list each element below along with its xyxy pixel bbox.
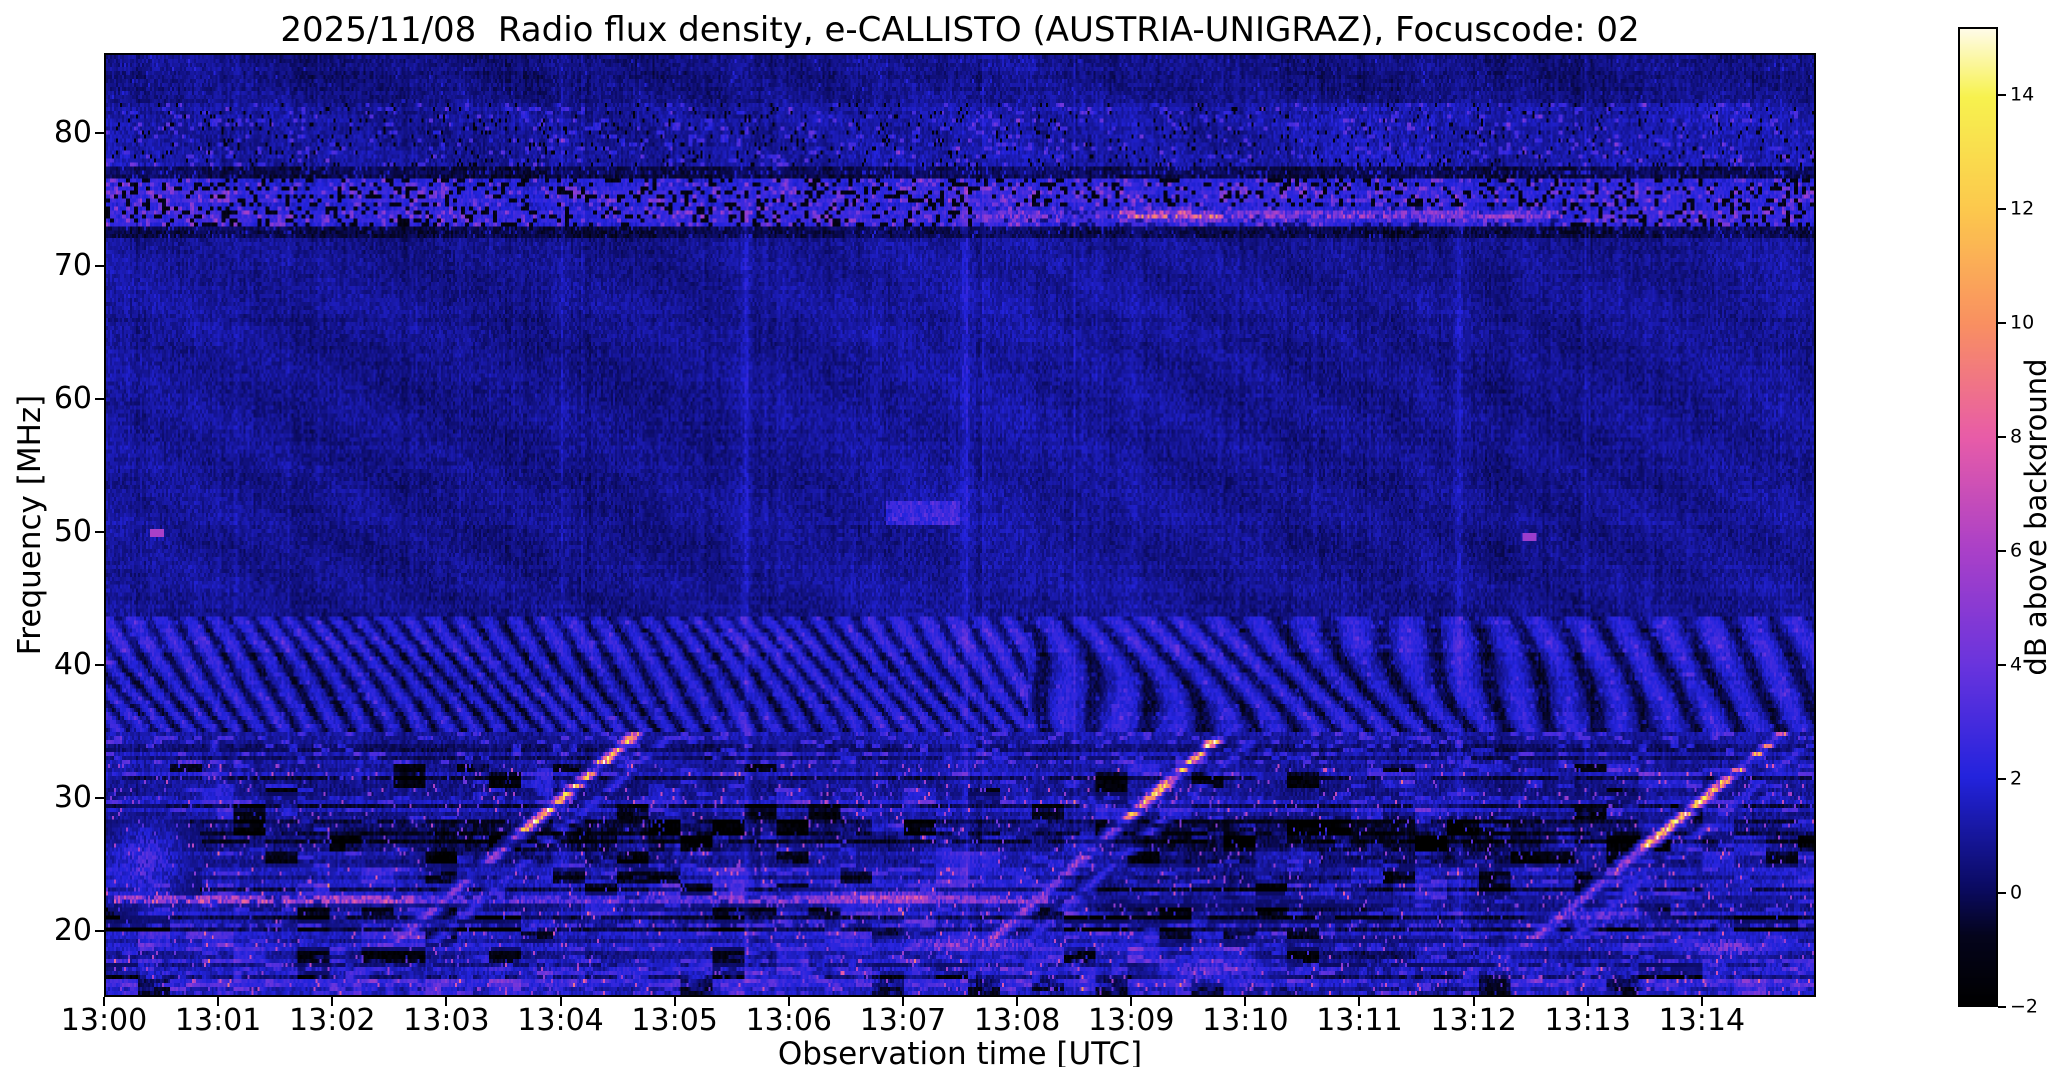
figure-title: 2025/11/08 Radio flux density, e-CALLIST…	[280, 10, 1640, 50]
colorbar	[1958, 27, 1998, 1007]
x-tick-mark	[1244, 997, 1247, 1006]
colorbar-tick-mark	[1998, 550, 2006, 553]
colorbar-tick-label: −2	[2010, 995, 2039, 1018]
x-tick-mark	[787, 997, 790, 1006]
colorbar-tick-mark	[1998, 322, 2006, 325]
x-tick-mark	[445, 997, 448, 1006]
x-tick-label: 13:01	[174, 1003, 262, 1038]
y-tick-mark	[95, 663, 104, 666]
x-tick-label: 13:03	[403, 1003, 490, 1038]
x-tick-label: 13:12	[1430, 1003, 1517, 1038]
x-tick-label: 13:00	[60, 1003, 148, 1038]
x-tick-mark	[673, 997, 676, 1006]
colorbar-tick-label: 14	[2010, 83, 2035, 106]
x-tick-label: 13:08	[973, 1003, 1061, 1038]
colorbar-tick-mark	[1998, 778, 2006, 781]
y-tick-mark	[95, 131, 104, 134]
x-tick-label: 13:04	[517, 1003, 604, 1038]
y-tick-mark	[95, 397, 104, 400]
x-tick-label: 13:09	[1087, 1003, 1175, 1038]
x-tick-mark	[331, 997, 334, 1006]
spectrogram-heatmap	[106, 55, 1814, 995]
colorbar-tick-mark	[1998, 208, 2006, 211]
x-tick-mark	[901, 997, 904, 1006]
x-tick-mark	[1358, 997, 1361, 1006]
colorbar-tick-mark	[1998, 892, 2006, 895]
x-tick-mark	[1472, 997, 1475, 1006]
colorbar-label: dB above background	[2019, 358, 2047, 676]
colorbar-tick-label: 10	[2010, 311, 2035, 334]
x-tick-label: 13:10	[1202, 1003, 1289, 1038]
y-tick-mark	[95, 530, 104, 533]
colorbar-gradient	[1960, 29, 1996, 1005]
colorbar-tick-label: 0	[2010, 881, 2023, 904]
y-tick-label: 20	[53, 912, 92, 948]
colorbar-tick-label: 12	[2010, 197, 2035, 220]
colorbar-tick-mark	[1998, 664, 2006, 667]
y-tick-mark	[95, 796, 104, 799]
colorbar-tick-label: 2	[2010, 767, 2023, 790]
colorbar-tick-mark	[1998, 436, 2006, 439]
x-tick-label: 13:13	[1544, 1003, 1631, 1038]
x-tick-label: 13:06	[745, 1003, 833, 1038]
x-axis-label: Observation time [UTC]	[777, 1036, 1143, 1067]
colorbar-tick-mark	[1998, 94, 2006, 97]
y-axis-label: Frequency [MHz]	[12, 394, 48, 656]
x-tick-mark	[1016, 997, 1019, 1006]
x-tick-mark	[103, 997, 105, 1006]
x-tick-mark	[1130, 997, 1133, 1006]
colorbar-tick-mark	[1998, 1006, 2006, 1008]
x-tick-label: 13:11	[1316, 1003, 1403, 1038]
y-tick-label: 30	[53, 779, 92, 815]
y-tick-mark	[95, 264, 104, 267]
y-tick-label: 80	[53, 114, 92, 150]
x-tick-label: 13:02	[289, 1003, 376, 1038]
x-tick-label: 13:14	[1658, 1003, 1746, 1038]
x-tick-mark	[1586, 997, 1589, 1006]
x-tick-label: 13:07	[859, 1003, 947, 1038]
plot-area	[104, 53, 1816, 997]
x-tick-mark	[559, 997, 562, 1006]
x-tick-label: 13:05	[631, 1003, 718, 1038]
y-tick-mark	[95, 929, 104, 932]
x-tick-mark	[1700, 997, 1703, 1006]
y-tick-label: 70	[53, 247, 92, 283]
x-tick-mark	[217, 997, 220, 1006]
